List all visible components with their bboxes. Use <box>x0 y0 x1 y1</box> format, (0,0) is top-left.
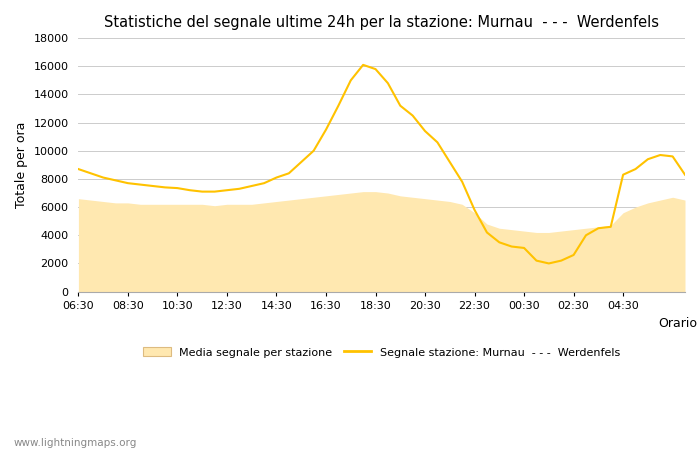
Text: www.lightningmaps.org: www.lightningmaps.org <box>14 438 137 448</box>
Y-axis label: Totale per ora: Totale per ora <box>15 122 28 208</box>
Title: Statistiche del segnale ultime 24h per la stazione: Murnau  - - -  Werdenfels: Statistiche del segnale ultime 24h per l… <box>104 15 659 30</box>
Legend: Media segnale per stazione, Segnale stazione: Murnau  - - -  Werdenfels: Media segnale per stazione, Segnale staz… <box>139 343 625 362</box>
X-axis label: Orario: Orario <box>658 317 697 330</box>
